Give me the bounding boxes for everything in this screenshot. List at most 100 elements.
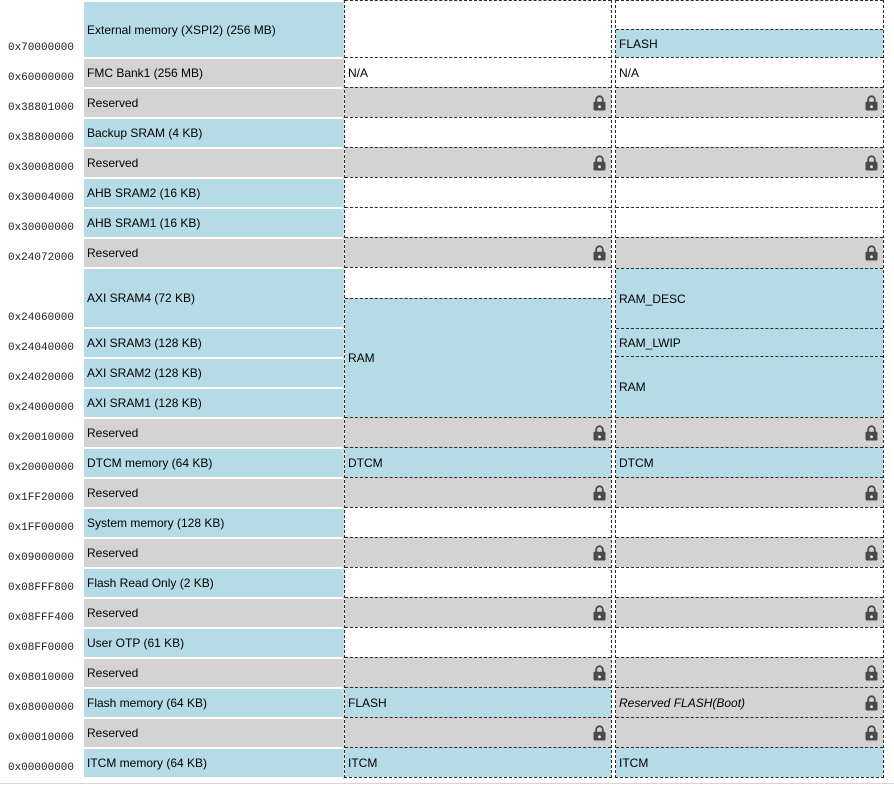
lock-icon <box>865 485 878 501</box>
partition-cell-reserved <box>345 237 611 267</box>
address-label: 0x20010000 <box>6 431 74 445</box>
lock-icon <box>865 725 878 741</box>
lock-icon <box>593 95 606 111</box>
partition-cell-reserved <box>616 597 883 627</box>
lock-icon <box>593 605 606 621</box>
partition-cell[interactable]: DTCM <box>345 447 611 477</box>
memory-region-label: Reserved <box>87 606 138 620</box>
address-label: 0x00010000 <box>6 731 74 745</box>
partition-cell-empty <box>345 627 611 657</box>
partition-cell-label: FLASH <box>348 696 387 710</box>
lock-icon <box>593 425 606 441</box>
partition-cell-reserved <box>345 87 611 117</box>
address-label: 0x00000000 <box>6 761 74 775</box>
partition-cell[interactable]: DTCM <box>616 447 883 477</box>
address-label: 0x38801000 <box>6 101 74 115</box>
memory-region-name-column: External memory (XSPI2) (256 MB) FMC Bank… <box>84 0 344 779</box>
address-label: 0x60000000 <box>6 71 74 85</box>
memory-region-label: Reserved <box>87 666 138 680</box>
lock-icon <box>865 245 878 261</box>
partition-cell-empty <box>345 0 611 57</box>
memory-region-label: Flash Read Only (2 KB) <box>87 576 214 590</box>
address-label: 0x09000000 <box>6 551 74 565</box>
lock-icon <box>865 155 878 171</box>
partition-cell[interactable]: ITCM <box>345 747 611 777</box>
address-label: 0x08FFF800 <box>6 581 74 595</box>
partition-cell[interactable]: FLASH <box>345 687 611 717</box>
memory-region[interactable]: AHB SRAM2 (16 KB) <box>84 179 343 207</box>
partition-cell[interactable]: FLASH <box>616 29 883 57</box>
memory-region-label: Reserved <box>87 426 138 440</box>
memory-region-label: FMC Bank1 (256 MB) <box>87 66 203 80</box>
partition-cell[interactable]: RAM <box>345 298 611 417</box>
memory-region[interactable]: AXI SRAM2 (128 KB) <box>84 359 343 387</box>
partition-cell-label: FLASH <box>619 37 658 51</box>
partition-cell[interactable]: RAM <box>616 356 883 417</box>
partition-cell-label: N/A <box>348 66 368 80</box>
memory-region[interactable]: AXI SRAM3 (128 KB) <box>84 329 343 357</box>
partition-cell-reserved <box>345 657 611 687</box>
memory-region[interactable]: AHB SRAM1 (16 KB) <box>84 209 343 237</box>
partition-cell-reserved <box>345 417 611 447</box>
memory-region-reserved: Reserved <box>84 719 343 747</box>
partition-cell[interactable]: RAM_LWIP <box>616 328 883 356</box>
memory-region-reserved: FMC Bank1 (256 MB) <box>84 59 343 87</box>
lock-icon <box>593 155 606 171</box>
lock-icon <box>865 425 878 441</box>
memory-region-label: AHB SRAM2 (16 KB) <box>87 186 200 200</box>
lock-icon <box>593 545 606 561</box>
partition-cell[interactable]: RAM_DESC <box>616 268 883 328</box>
memory-region-label: Reserved <box>87 246 138 260</box>
partition-cell-label: RAM <box>348 351 375 365</box>
memory-region[interactable]: AXI SRAM4 (72 KB) <box>84 269 343 327</box>
address-label: 0x1FF00000 <box>6 521 74 535</box>
memory-region[interactable]: AXI SRAM1 (128 KB) <box>84 389 343 417</box>
partition-cell-empty <box>616 0 883 29</box>
partition-cell-reserved <box>345 717 611 747</box>
address-label: 0x70000000 <box>6 41 74 55</box>
address-label: 0x30004000 <box>6 191 74 205</box>
memory-region[interactable]: Backup SRAM (4 KB) <box>84 119 343 147</box>
partition-cell[interactable]: ITCM <box>616 747 883 777</box>
partition-cell-reserved <box>616 237 883 268</box>
address-label: 0x24060000 <box>6 311 74 325</box>
address-label: 0x30008000 <box>6 161 74 175</box>
partition-cell-empty <box>616 567 883 597</box>
memory-region-label: Reserved <box>87 156 138 170</box>
partition-cell-empty <box>616 207 883 237</box>
partition-cell-label: N/A <box>619 66 639 80</box>
memory-region[interactable]: Flash memory (64 KB) <box>84 689 343 717</box>
memory-region-reserved: Reserved <box>84 659 343 687</box>
memory-region-label: Backup SRAM (4 KB) <box>87 126 202 140</box>
memory-region[interactable]: DTCM memory (64 KB) <box>84 449 343 477</box>
memory-region[interactable]: Flash Read Only (2 KB) <box>84 569 343 597</box>
memory-region-label: Reserved <box>87 96 138 110</box>
partition-cell-label: DTCM <box>619 456 654 470</box>
partition-cell-reserved <box>616 417 883 447</box>
partition-cell: N/A <box>345 57 611 87</box>
partition-cell-reserved <box>345 147 611 177</box>
lock-icon <box>865 695 878 711</box>
partition-cell-label: ITCM <box>619 756 648 770</box>
partition-cell-reserved <box>616 717 883 747</box>
memory-region[interactable]: External memory (XSPI2) (256 MB) <box>84 2 343 57</box>
bottom-divider <box>0 783 894 784</box>
memory-region[interactable]: ITCM memory (64 KB) <box>84 749 343 777</box>
lock-icon <box>865 95 878 111</box>
memory-region-label: Flash memory (64 KB) <box>87 696 207 710</box>
memory-region-label: System memory (128 KB) <box>87 516 224 530</box>
memory-region-reserved: Reserved <box>84 539 343 567</box>
lock-icon <box>865 545 878 561</box>
partition-cell-reserved <box>616 657 883 687</box>
memory-region-label: AXI SRAM1 (128 KB) <box>87 396 202 410</box>
memory-region[interactable]: User OTP (61 KB) <box>84 629 343 657</box>
address-label: 0x24040000 <box>6 341 74 355</box>
memory-map-view: External memory (XSPI2) (256 MB) FMC Bank… <box>0 0 894 794</box>
memory-region-label: AXI SRAM4 (72 KB) <box>87 291 195 305</box>
memory-region[interactable]: System memory (128 KB) <box>84 509 343 537</box>
memory-region-label: Reserved <box>87 486 138 500</box>
memory-region-label: AXI SRAM2 (128 KB) <box>87 366 202 380</box>
memory-region-label: AHB SRAM1 (16 KB) <box>87 216 200 230</box>
address-label: 0x08FFF400 <box>6 611 74 625</box>
partition-cell-label: ITCM <box>348 756 377 770</box>
